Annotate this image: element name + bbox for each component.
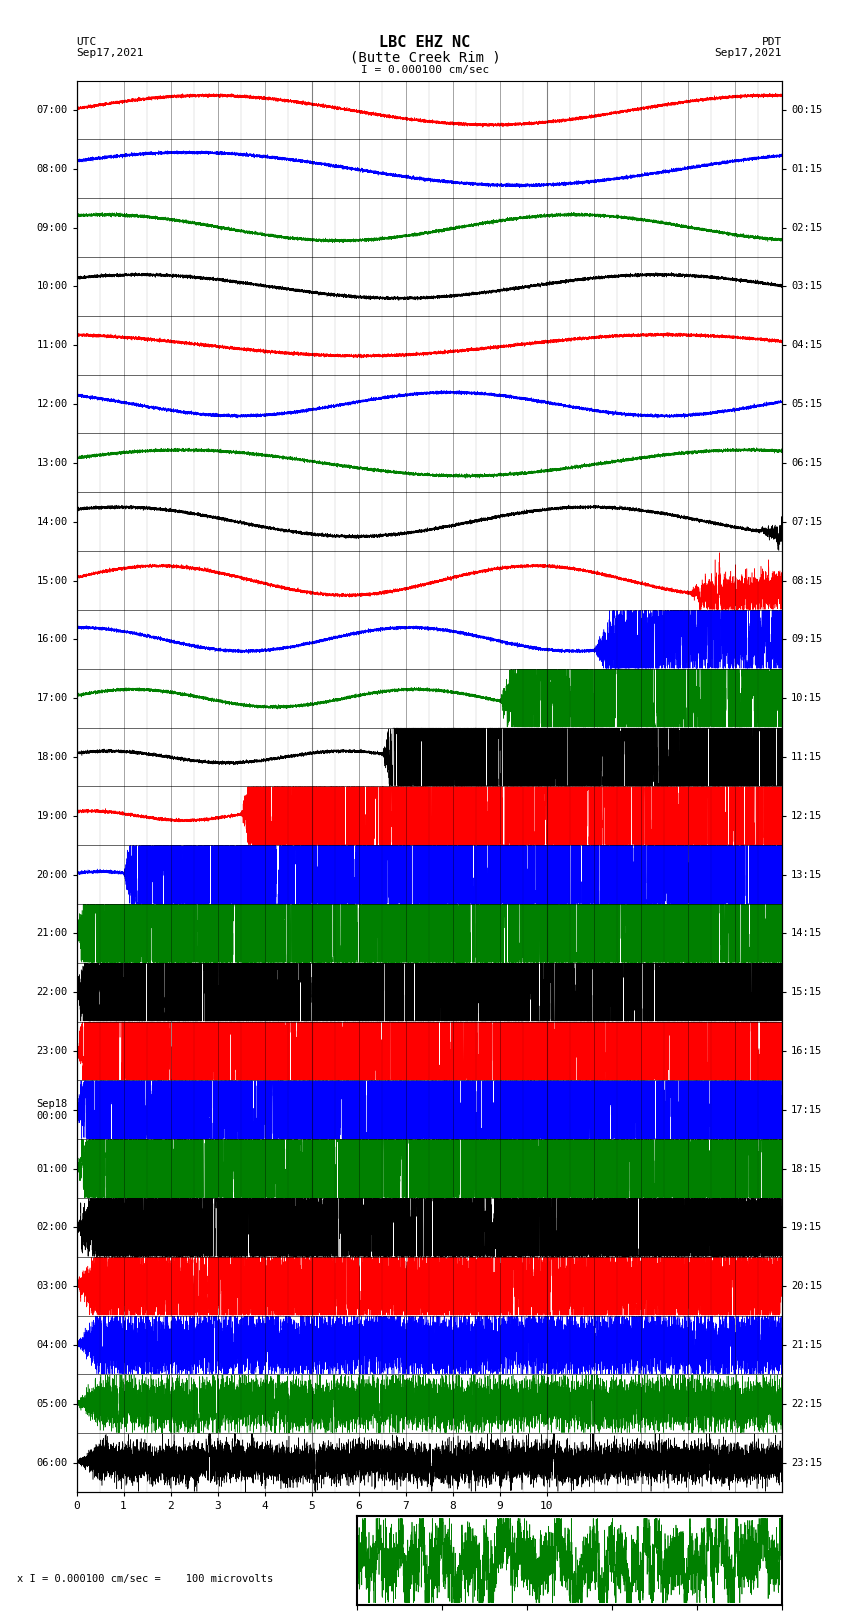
Text: I = 0.000100 cm/sec: I = 0.000100 cm/sec (361, 65, 489, 74)
Text: LBC EHZ NC: LBC EHZ NC (379, 35, 471, 50)
Text: Sep17,2021: Sep17,2021 (715, 48, 782, 58)
Text: UTC: UTC (76, 37, 97, 47)
X-axis label: TIME (MINUTES): TIME (MINUTES) (377, 1515, 482, 1528)
Text: x I = 0.000100 cm/sec =    100 microvolts: x I = 0.000100 cm/sec = 100 microvolts (17, 1574, 273, 1584)
Text: (Butte Creek Rim ): (Butte Creek Rim ) (349, 50, 501, 65)
Text: Sep17,2021: Sep17,2021 (76, 48, 144, 58)
Text: PDT: PDT (762, 37, 782, 47)
